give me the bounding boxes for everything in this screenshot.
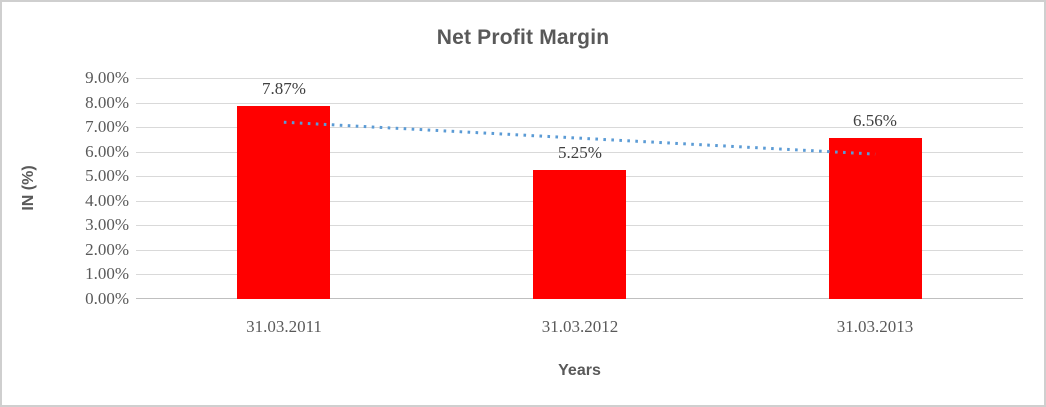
y-tick-label: 6.00% (85, 142, 129, 161)
gridline (136, 78, 1023, 79)
bar-31.03.2013 (829, 138, 922, 299)
data-label: 5.25% (558, 143, 602, 162)
gridline (136, 127, 1023, 128)
y-tick-label: 7.00% (85, 117, 129, 136)
chart-title: Net Profit Margin (436, 26, 610, 49)
x-axis-title: Years (558, 362, 601, 379)
x-tick-label: 31.03.2011 (246, 317, 322, 336)
x-tick-label: 31.03.2013 (836, 317, 914, 336)
gridline (136, 152, 1023, 153)
y-tick-label: 0.00% (85, 289, 129, 308)
y-tick-label: 2.00% (85, 240, 129, 259)
y-tick-label: 9.00% (85, 68, 129, 87)
y-tick-label: 8.00% (85, 93, 129, 112)
trendline-dotted (283, 120, 876, 156)
y-tick-label: 1.00% (85, 264, 129, 283)
plot-area: 7.87% 5.25% 6.56% (136, 78, 1023, 299)
data-label: 6.56% (853, 111, 897, 130)
x-tick-label: 31.03.2012 (541, 317, 619, 336)
bar-31.03.2012 (533, 170, 626, 299)
y-tick-label: 5.00% (85, 166, 129, 185)
bar-31.03.2011 (237, 106, 330, 299)
y-tick-label: 3.00% (85, 215, 129, 234)
y-tick-label: 4.00% (85, 191, 129, 210)
gridline (136, 103, 1023, 104)
data-label: 7.87% (262, 79, 306, 98)
